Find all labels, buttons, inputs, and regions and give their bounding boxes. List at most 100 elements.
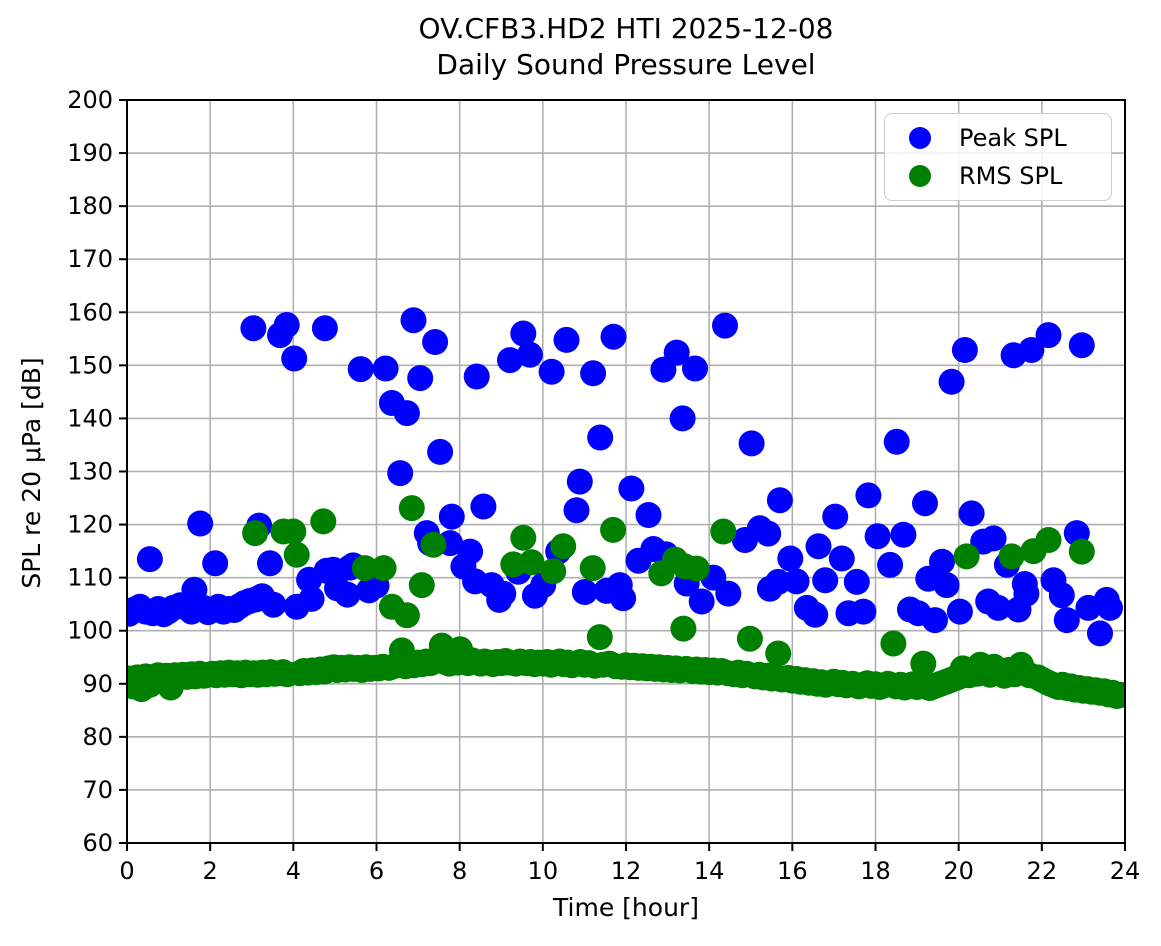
- data-point-peak-spl: [802, 601, 829, 628]
- data-point-peak-spl: [566, 468, 593, 495]
- x-tick-label: 20: [943, 857, 974, 885]
- y-tick-label: 200: [67, 86, 113, 114]
- data-point-rms-spl: [510, 524, 537, 551]
- x-tick-label: 10: [528, 857, 559, 885]
- data-point-rms-spl: [540, 558, 567, 585]
- data-point-rms-spl: [736, 625, 763, 652]
- data-point-peak-spl: [516, 341, 543, 368]
- x-tick-label: 18: [860, 857, 891, 885]
- data-point-peak-spl: [393, 400, 420, 427]
- data-point-rms-spl: [910, 650, 937, 677]
- data-point-peak-spl: [1053, 607, 1080, 634]
- y-tick-label: 60: [82, 829, 113, 857]
- data-point-peak-spl: [334, 581, 361, 608]
- x-tick-label: 24: [1110, 857, 1141, 885]
- data-point-peak-spl: [260, 591, 287, 618]
- y-tick-label: 180: [67, 192, 113, 220]
- y-tick-label: 170: [67, 245, 113, 273]
- data-point-peak-spl: [580, 360, 607, 387]
- data-point-peak-spl: [883, 428, 910, 455]
- y-tick-label: 150: [67, 351, 113, 379]
- data-point-rms-spl: [998, 543, 1025, 570]
- x-axis-label: Time [hour]: [553, 893, 699, 922]
- chart-title: OV.CFB3.HD2 HTI 2025-12-08: [418, 12, 834, 45]
- data-point-rms-spl: [710, 518, 737, 545]
- data-point-peak-spl: [783, 568, 810, 595]
- data-point-peak-spl: [407, 365, 434, 392]
- data-point-peak-spl: [850, 598, 877, 625]
- legend-label-peak-spl: Peak SPL: [959, 124, 1067, 152]
- data-point-peak-spl: [1048, 582, 1075, 609]
- data-point-rms-spl: [420, 531, 447, 558]
- data-point-peak-spl: [843, 568, 870, 595]
- data-point-peak-spl: [712, 312, 738, 339]
- data-point-peak-spl: [1013, 580, 1040, 607]
- x-tick-label: 8: [452, 857, 467, 885]
- data-point-peak-spl: [864, 523, 891, 550]
- y-axis-label: SPL re 20 μPa [dB]: [17, 357, 46, 589]
- data-point-peak-spl: [738, 430, 765, 457]
- data-point-peak-spl: [136, 546, 163, 573]
- data-point-peak-spl: [828, 545, 855, 572]
- x-tick-label: 22: [1027, 857, 1058, 885]
- data-point-rms-spl: [880, 630, 907, 657]
- y-tick-label: 140: [67, 404, 113, 432]
- data-point-rms-spl: [280, 518, 307, 545]
- data-point-rms-spl: [518, 549, 545, 576]
- data-point-peak-spl: [669, 405, 696, 432]
- data-point-peak-spl: [1035, 322, 1062, 349]
- data-point-peak-spl: [663, 339, 690, 366]
- data-point-peak-spl: [1087, 620, 1113, 647]
- data-point-peak-spl: [281, 345, 308, 372]
- data-points: [127, 307, 1125, 709]
- y-tick-label: 190: [67, 139, 113, 167]
- data-point-peak-spl: [1018, 337, 1045, 363]
- data-point-peak-spl: [822, 503, 849, 530]
- data-point-peak-spl: [457, 538, 484, 565]
- data-point-peak-spl: [1068, 332, 1095, 359]
- x-tick-label: 14: [694, 857, 725, 885]
- data-point-peak-spl: [347, 356, 374, 383]
- data-point-peak-spl: [812, 567, 839, 594]
- data-point-peak-spl: [777, 545, 804, 572]
- data-point-peak-spl: [682, 355, 708, 382]
- legend-item-peak-spl: Peak SPL: [885, 124, 1111, 152]
- data-point-peak-spl: [933, 572, 960, 599]
- data-point-rms-spl: [398, 495, 425, 522]
- y-tick-label: 100: [67, 617, 113, 645]
- data-point-peak-spl: [400, 307, 427, 334]
- legend: Peak SPL RMS SPL: [884, 113, 1112, 201]
- x-tick-label: 2: [203, 857, 218, 885]
- data-point-peak-spl: [463, 363, 490, 390]
- legend-item-rms-spl: RMS SPL: [885, 162, 1111, 190]
- data-point-peak-spl: [951, 337, 978, 363]
- data-point-peak-spl: [922, 607, 948, 634]
- data-point-peak-spl: [553, 326, 580, 353]
- data-point-peak-spl: [257, 550, 283, 577]
- data-point-peak-spl: [755, 520, 782, 547]
- x-tick-label: 6: [369, 857, 384, 885]
- data-point-peak-spl: [298, 585, 325, 612]
- data-point-rms-spl: [408, 572, 435, 599]
- y-tick-label: 120: [67, 511, 113, 539]
- data-point-peak-spl: [490, 580, 517, 607]
- data-point-peak-spl: [600, 323, 627, 350]
- data-point-peak-spl: [618, 475, 645, 502]
- y-tick-label: 130: [67, 458, 113, 486]
- data-point-rms-spl: [310, 508, 337, 535]
- data-point-peak-spl: [202, 550, 229, 577]
- data-point-peak-spl: [311, 315, 338, 342]
- data-point-peak-spl: [438, 503, 465, 530]
- data-point-peak-spl: [1097, 594, 1123, 621]
- x-tick-label: 4: [286, 857, 301, 885]
- data-point-peak-spl: [510, 320, 537, 347]
- data-point-peak-spl: [912, 490, 938, 517]
- x-tick-label: 12: [611, 857, 642, 885]
- data-point-peak-spl: [538, 358, 565, 385]
- data-point-rms-spl: [1068, 538, 1095, 565]
- data-point-rms-spl: [579, 555, 606, 582]
- data-point-peak-spl: [929, 548, 955, 575]
- data-point-peak-spl: [715, 580, 742, 607]
